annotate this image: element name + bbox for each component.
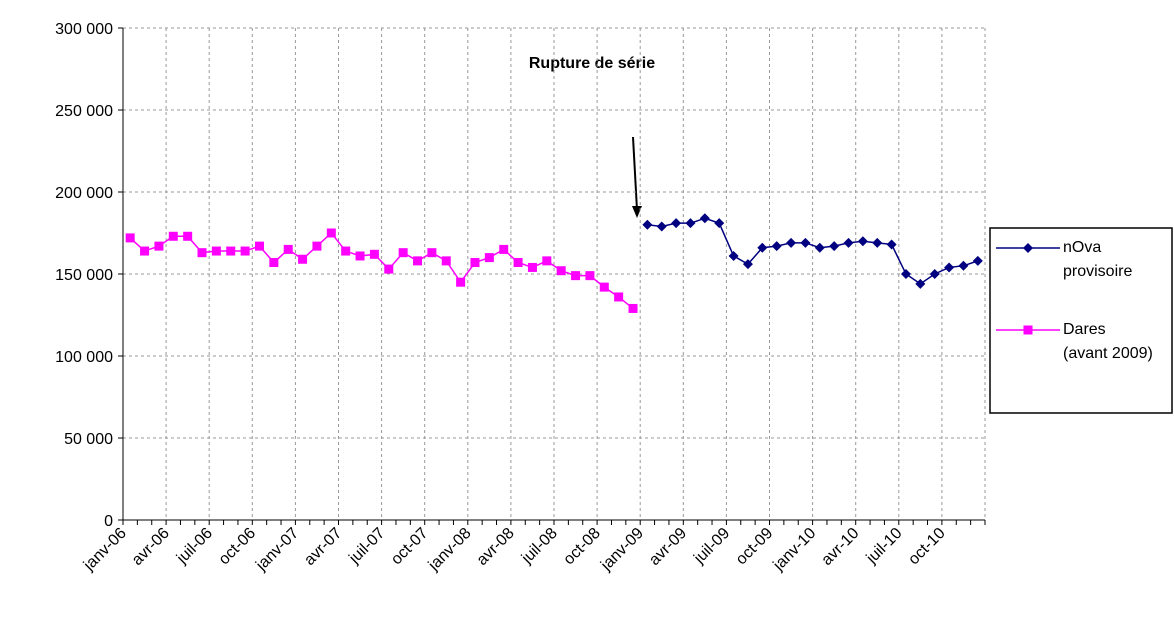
y-tick-label: 0 — [104, 513, 113, 530]
marker — [168, 231, 178, 241]
marker — [369, 249, 379, 259]
annotation-arrow — [632, 136, 638, 211]
marker — [571, 271, 581, 281]
marker — [757, 242, 768, 253]
marker — [585, 271, 595, 281]
x-tick-label: avr-08 — [474, 525, 518, 569]
marker — [398, 248, 408, 258]
y-tick-label: 250 000 — [55, 103, 113, 120]
marker — [886, 239, 897, 250]
marker — [254, 241, 264, 251]
marker — [872, 237, 883, 248]
x-tick-label: juil-07 — [346, 525, 389, 568]
marker — [800, 237, 811, 248]
x-tick-label: juil-09 — [690, 525, 733, 568]
marker — [929, 269, 940, 279]
marker — [283, 244, 293, 254]
y-tick-label: 50 000 — [64, 431, 113, 448]
marker — [628, 303, 638, 313]
x-tick-label: janv-09 — [597, 525, 647, 575]
x-tick-label: janv-06 — [80, 525, 130, 575]
marker — [656, 221, 667, 232]
y-tick-label: 100 000 — [55, 349, 113, 366]
marker — [900, 269, 911, 279]
marker — [556, 266, 566, 276]
marker — [1023, 325, 1033, 335]
x-tick-label: oct-10 — [905, 525, 949, 569]
y-tick-label: 200 000 — [55, 185, 113, 202]
marker — [728, 250, 739, 261]
x-tick-label: janv-08 — [425, 525, 475, 575]
marker — [786, 237, 797, 248]
x-tick-label: avr-09 — [646, 525, 690, 569]
marker — [614, 292, 624, 302]
x-tick-label: juil-10 — [863, 525, 906, 568]
marker — [456, 277, 466, 287]
marker — [312, 241, 322, 251]
marker — [125, 233, 135, 243]
marker — [183, 231, 193, 241]
marker — [341, 246, 351, 256]
marker — [671, 218, 682, 229]
marker — [843, 237, 854, 248]
marker — [972, 255, 983, 266]
marker — [742, 259, 753, 270]
marker — [1023, 243, 1033, 253]
marker — [542, 256, 552, 266]
marker — [413, 256, 423, 266]
marker — [829, 241, 840, 252]
legend-box — [989, 227, 1173, 414]
marker — [599, 282, 609, 292]
marker — [771, 241, 782, 252]
marker — [527, 262, 537, 272]
marker — [240, 246, 250, 256]
marker — [484, 253, 494, 263]
marker — [944, 262, 955, 273]
marker — [857, 236, 868, 247]
marker — [714, 218, 725, 229]
x-tick-label: janv-07 — [252, 525, 302, 575]
marker — [140, 246, 150, 256]
marker — [958, 260, 969, 271]
x-tick-label: juil-06 — [173, 525, 216, 568]
marker — [513, 258, 523, 268]
marker — [298, 254, 308, 264]
legend-label: nOva provisoire — [1063, 239, 1133, 280]
marker — [197, 248, 207, 258]
marker — [814, 242, 825, 253]
x-tick-label: avr-10 — [818, 525, 862, 569]
x-tick-label: avr-07 — [301, 525, 345, 569]
x-tick-label: juil-08 — [518, 525, 561, 568]
y-tick-label: 150 000 — [55, 267, 113, 284]
x-tick-label: janv-10 — [770, 525, 820, 575]
y-tick-label: 300 000 — [55, 21, 113, 38]
marker — [384, 264, 394, 274]
marker — [226, 246, 236, 256]
annotation-arrowhead — [632, 206, 642, 218]
marker — [699, 213, 710, 224]
marker — [441, 256, 451, 266]
x-tick-label: avr-06 — [129, 525, 173, 569]
marker — [211, 246, 221, 256]
marker — [915, 278, 926, 289]
marker — [355, 251, 365, 261]
marker — [642, 219, 653, 230]
marker — [269, 258, 279, 268]
marker — [470, 258, 480, 268]
marker — [326, 228, 336, 238]
legend-label: Dares (avant 2009) — [1063, 321, 1153, 362]
annotation: Rupture de série — [529, 55, 655, 72]
marker — [499, 244, 509, 254]
marker — [685, 218, 696, 229]
marker — [427, 248, 437, 258]
marker — [154, 241, 164, 251]
